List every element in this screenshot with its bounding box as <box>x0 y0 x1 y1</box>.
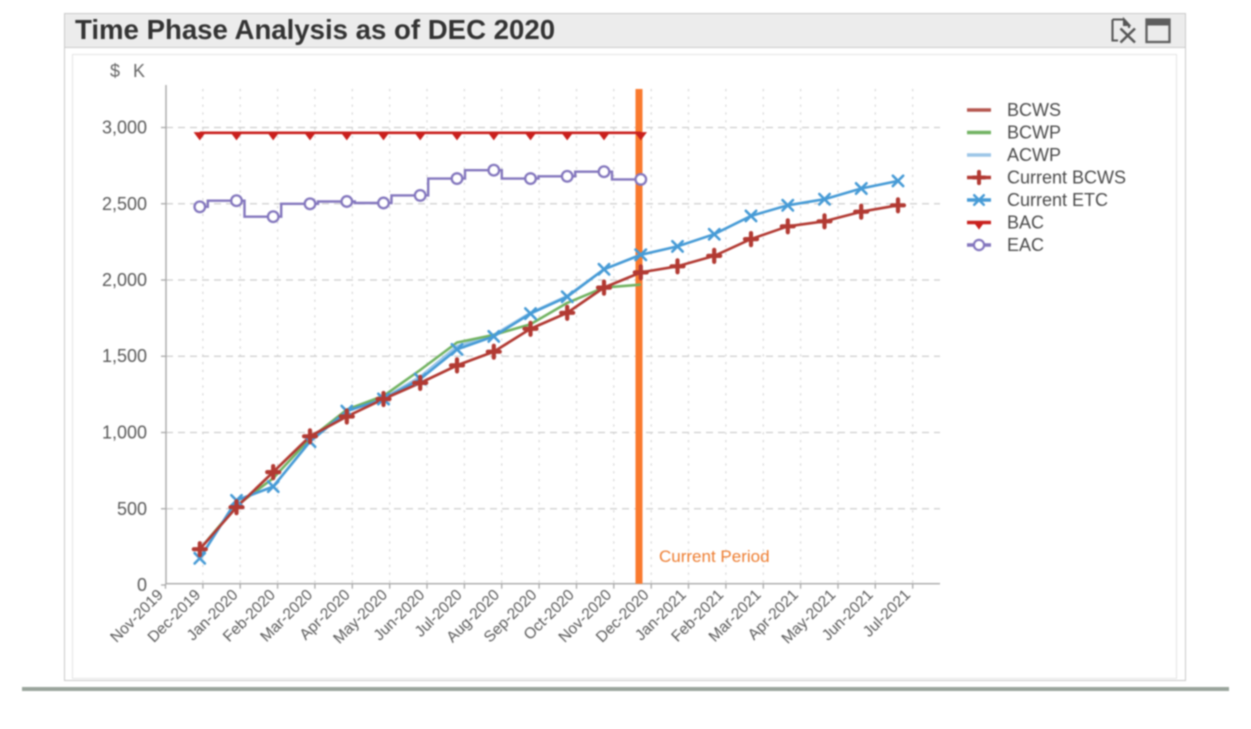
svg-text:Current ETC: Current ETC <box>1007 190 1108 210</box>
svg-text:500: 500 <box>117 499 147 519</box>
svg-text:2,000: 2,000 <box>102 270 147 290</box>
svg-text:EAC: EAC <box>1007 235 1044 255</box>
svg-text:1,500: 1,500 <box>102 346 147 366</box>
svg-text:Current Period: Current Period <box>659 547 770 566</box>
svg-text:BCWS: BCWS <box>1007 100 1061 120</box>
svg-text:0: 0 <box>137 575 147 595</box>
svg-text:$ K: $ K <box>110 61 149 81</box>
svg-text:3,000: 3,000 <box>102 118 147 138</box>
svg-text:BAC: BAC <box>1007 213 1044 233</box>
svg-text:ACWP: ACWP <box>1007 145 1061 165</box>
svg-text:1,000: 1,000 <box>102 423 147 443</box>
svg-text:BCWP: BCWP <box>1007 123 1061 143</box>
svg-text:Current BCWS: Current BCWS <box>1007 168 1126 188</box>
svg-text:2,500: 2,500 <box>102 194 147 214</box>
